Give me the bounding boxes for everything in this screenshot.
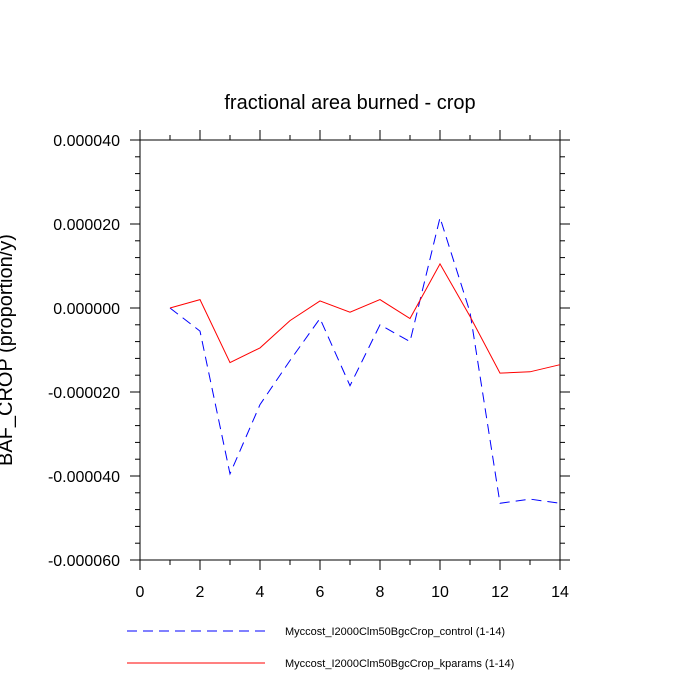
x-tick-label: 0 [136, 584, 145, 601]
x-tick-label: 6 [316, 584, 325, 601]
y-tick-label: -0.000060 [48, 553, 120, 570]
y-tick-label: 0.000000 [53, 301, 120, 318]
x-axis-ticks: 0 2 4 6 8 10 12 14 [136, 130, 569, 601]
plot-border [139, 139, 561, 561]
legend-label-1: Myccost_I2000Clm50BgcCrop_control (1-14) [285, 626, 505, 638]
x-tick-label: 14 [551, 584, 569, 601]
y-tick-label: 0.000040 [53, 133, 120, 150]
chart-title: fractional area burned - crop [224, 92, 475, 114]
legend-label-2: Myccost_I2000Clm50BgcCrop_kparams (1-14) [285, 658, 514, 670]
series-lines [169, 215, 561, 504]
y-axis-ticks: -0.000060 -0.000040 -0.000020 0.000000 0.000… [48, 133, 570, 570]
x-tick-label: 8 [376, 584, 385, 601]
x-tick-label: 10 [431, 584, 449, 601]
plot-frame [139, 139, 561, 561]
y-tick-label: -0.000020 [48, 385, 120, 402]
x-tick-label: 4 [256, 584, 265, 601]
x-tick-label: 12 [491, 584, 509, 601]
y-tick-label: -0.000040 [48, 469, 120, 486]
series-line-1 [169, 215, 561, 504]
y-tick-label: 0.000020 [53, 217, 120, 234]
y-axis-label: BAF_CROP (proportion/y) [0, 234, 17, 466]
series-line-2 [169, 262, 561, 374]
x-tick-label: 2 [196, 584, 205, 601]
legend: Myccost_I2000Clm50BgcCrop_control (1-14)… [127, 626, 514, 670]
